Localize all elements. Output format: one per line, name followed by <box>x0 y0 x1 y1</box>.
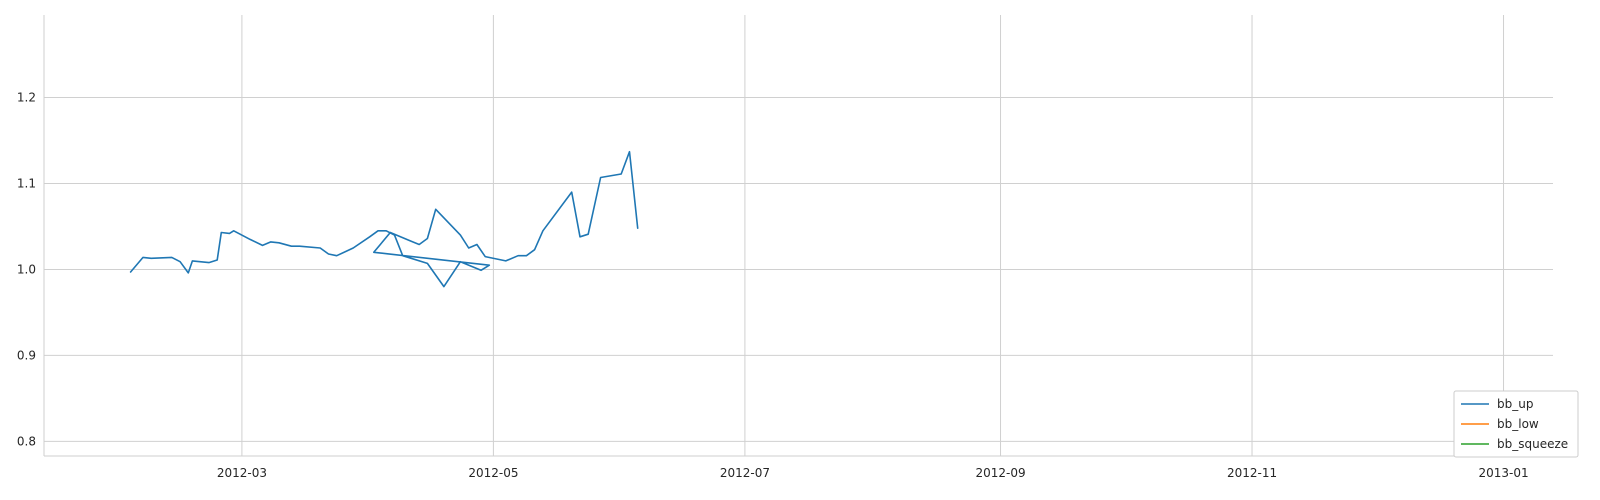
legend-label-bb-up: bb_up <box>1497 397 1533 411</box>
y-tick-label: 1.0 <box>17 262 36 276</box>
legend-item-bb-low: bb_low <box>1461 417 1539 431</box>
x-tick-label: 2012-03 <box>217 466 267 480</box>
legend-label-bb-squeeze: bb_squeeze <box>1497 437 1568 451</box>
x-tick-label: 2012-11 <box>1227 466 1277 480</box>
x-tick-label: 2012-09 <box>975 466 1025 480</box>
series-layer <box>129 150 639 288</box>
series-line-bb-up <box>129 150 639 288</box>
x-tick-label: 2012-05 <box>468 466 518 480</box>
legend-label-bb-low: bb_low <box>1497 417 1539 431</box>
y-tick-label: 0.8 <box>17 434 36 448</box>
legend-item-bb-squeeze: bb_squeeze <box>1461 437 1568 451</box>
legend-box <box>1453 390 1579 458</box>
legend-item-bb-up: bb_up <box>1461 397 1533 411</box>
x-tick-label: 2013-01 <box>1478 466 1528 480</box>
x-gridlines <box>241 15 1505 456</box>
x-tick-labels: 2012-03 2012-05 2012-07 2012-09 2012-11 2013-… <box>217 466 1529 480</box>
legend: bb_up bb_low bb_squeeze <box>1453 390 1579 458</box>
y-tick-labels: 0.8 0.9 1.0 1.1 1.2 <box>17 91 36 449</box>
y-tick-label: 1.1 <box>17 176 36 190</box>
y-tick-label: 0.9 <box>17 348 36 362</box>
y-tick-label: 1.2 <box>17 91 36 105</box>
y-gridlines <box>44 97 1553 442</box>
x-tick-label: 2012-07 <box>720 466 770 480</box>
